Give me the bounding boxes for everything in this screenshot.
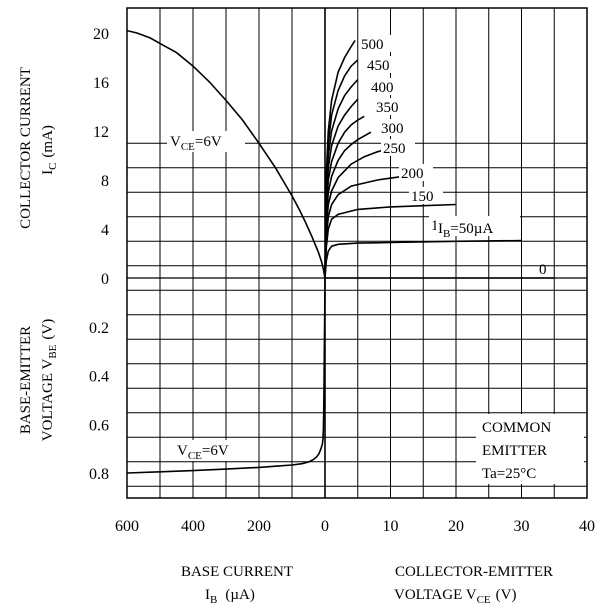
lower-y-tick-label: 0.2 bbox=[89, 320, 109, 337]
ic-vs-vce-curve-ib-150 bbox=[324, 173, 430, 279]
lower-y-label-line1: BASE-EMITTER bbox=[18, 326, 34, 434]
left-x-label-line1: BASE CURRENT bbox=[181, 564, 293, 580]
upper-y-label-line2: IC(mA) bbox=[40, 125, 59, 175]
curve-layer bbox=[126, 29, 555, 474]
right-x-label-line2: VOLTAGE VCE (V) bbox=[394, 587, 516, 606]
vce-label-collector-current: VCE=6V bbox=[170, 134, 222, 153]
plot-frame bbox=[126, 7, 588, 499]
curve-label-ib-150: 150 bbox=[411, 189, 434, 205]
curve-label-ib-0: 0 bbox=[539, 262, 547, 278]
upper-y-tick-label: 16 bbox=[93, 75, 109, 92]
lower-y-axis-title: BASE-EMITTER VOLTAGE VBE(V) bbox=[18, 319, 59, 441]
vce-label-base-emitter-bg bbox=[174, 440, 252, 461]
curve-label-ib-250: 250 bbox=[383, 141, 406, 157]
curve-label-ib-300-bg bbox=[379, 119, 413, 136]
curve-label-ib-50: IB=50µA bbox=[438, 221, 493, 240]
curve-label-ib-500: 500 bbox=[361, 37, 384, 53]
right-x-tick-label: 0 bbox=[321, 518, 329, 535]
left-x-tick-label: 400 bbox=[181, 518, 205, 535]
left-x-label-line2: IB (µA) bbox=[205, 587, 255, 606]
vce-label-collector-current-bg bbox=[167, 131, 245, 152]
left-x-tick-label: 600 bbox=[115, 518, 139, 535]
right-x-axis-title: COLLECTOR-EMITTER VOLTAGE VCE (V) bbox=[394, 564, 553, 606]
upper-y-label-line1: COLLECTOR CURRENT bbox=[18, 67, 34, 229]
lower-y-tick-label: 0.4 bbox=[89, 369, 109, 386]
curve-label-ib-450: 450 bbox=[367, 58, 390, 74]
right-x-tick-label: 10 bbox=[383, 518, 399, 535]
curve-label-ib-200-bg bbox=[399, 164, 433, 181]
tick-label-layer: 0 4 8 12 16 20 0.2 0.4 0.6 0.8 600 400 200 0 10 20 30 40 bbox=[89, 26, 595, 535]
curve-label-ib-250-bg bbox=[381, 139, 415, 156]
curve-label-ib-400-bg bbox=[369, 78, 403, 95]
upper-y-tick-label: 4 bbox=[101, 222, 109, 239]
curve-label-ib-300: 300 bbox=[381, 121, 404, 137]
legend-line-common: COMMON bbox=[482, 420, 551, 436]
curve-label-ib-400: 400 bbox=[371, 80, 394, 96]
legend-box bbox=[476, 414, 584, 484]
ic-vs-ib-curve bbox=[126, 29, 326, 279]
curve-label-ib-150-bg bbox=[409, 187, 443, 204]
curve-label-ib-350: 350 bbox=[376, 100, 399, 116]
upper-y-tick-label: 0 bbox=[101, 271, 109, 288]
ic-vs-vce-curve-ib-100 bbox=[324, 203, 457, 279]
curve-label-ib-50-bg bbox=[436, 216, 520, 236]
lower-y-label-line2: VOLTAGE VBE(V) bbox=[40, 319, 59, 441]
ic-vs-vce-curve-ib-50 bbox=[324, 239, 522, 279]
vbe-vs-ib-curve bbox=[126, 277, 326, 474]
curve-label-ib-200: 200 bbox=[401, 166, 424, 182]
upper-y-tick-label: 20 bbox=[93, 26, 109, 43]
curve-label-ib-500-bg bbox=[359, 35, 393, 52]
vce-label-base-emitter: VCE=6V bbox=[177, 443, 229, 462]
left-x-axis-title: BASE CURRENT IB (µA) bbox=[181, 564, 293, 606]
right-x-label-line1: COLLECTOR-EMITTER bbox=[395, 564, 553, 580]
right-x-tick-label: 30 bbox=[514, 518, 530, 535]
upper-y-tick-label: 8 bbox=[101, 173, 109, 190]
right-x-tick-label: 40 bbox=[579, 518, 595, 535]
legend-line-emitter: EMITTER bbox=[482, 443, 547, 459]
ic-vs-vce-curve-ib-250 bbox=[324, 131, 372, 279]
upper-y-axis-title: COLLECTOR CURRENT IC(mA) bbox=[18, 67, 59, 229]
lower-y-tick-label: 0.8 bbox=[89, 466, 109, 483]
upper-y-tick-label: 12 bbox=[93, 124, 109, 141]
lower-y-tick-label: 0.6 bbox=[89, 417, 109, 434]
curve-label-ib-450-bg bbox=[365, 56, 399, 73]
right-x-tick-label: 20 bbox=[448, 518, 464, 535]
curve-label-ib-350-bg bbox=[374, 98, 408, 115]
curve-label-layer: 5004504003503002502001501000IB=50µAVCE=6… bbox=[167, 35, 547, 462]
legend-line-temperature: Ta=25°C bbox=[482, 466, 536, 482]
left-x-tick-label: 200 bbox=[247, 518, 271, 535]
